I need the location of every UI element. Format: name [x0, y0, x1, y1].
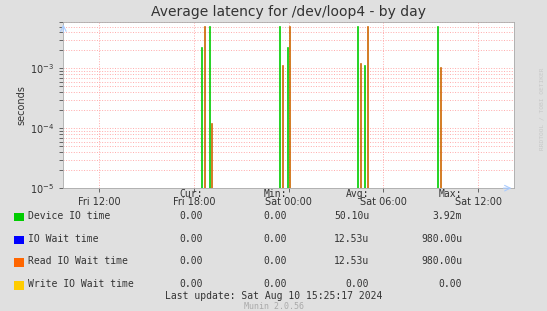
- Text: Write IO Wait time: Write IO Wait time: [28, 279, 134, 289]
- Text: Max:: Max:: [439, 189, 462, 199]
- Text: 0.00: 0.00: [179, 234, 202, 244]
- Text: 0.00: 0.00: [179, 279, 202, 289]
- Text: 0.00: 0.00: [264, 256, 287, 266]
- Text: 0.00: 0.00: [179, 211, 202, 221]
- Text: 12.53u: 12.53u: [334, 256, 369, 266]
- Text: 0.00: 0.00: [346, 279, 369, 289]
- Text: Last update: Sat Aug 10 15:25:17 2024: Last update: Sat Aug 10 15:25:17 2024: [165, 290, 382, 300]
- Text: 50.10u: 50.10u: [334, 211, 369, 221]
- Text: 3.92m: 3.92m: [433, 211, 462, 221]
- Text: 980.00u: 980.00u: [421, 234, 462, 244]
- Text: Munin 2.0.56: Munin 2.0.56: [243, 302, 304, 311]
- Text: Min:: Min:: [264, 189, 287, 199]
- Text: Read IO Wait time: Read IO Wait time: [28, 256, 129, 266]
- Text: Cur:: Cur:: [179, 189, 202, 199]
- Text: 0.00: 0.00: [264, 279, 287, 289]
- Text: 12.53u: 12.53u: [334, 234, 369, 244]
- Text: RRDTOOL / TOBI OETIKER: RRDTOOL / TOBI OETIKER: [539, 67, 544, 150]
- Text: 980.00u: 980.00u: [421, 256, 462, 266]
- Text: IO Wait time: IO Wait time: [28, 234, 99, 244]
- Text: 0.00: 0.00: [264, 211, 287, 221]
- Title: Average latency for /dev/loop4 - by day: Average latency for /dev/loop4 - by day: [151, 5, 426, 19]
- Text: 0.00: 0.00: [439, 279, 462, 289]
- Y-axis label: seconds: seconds: [17, 85, 27, 125]
- Text: 0.00: 0.00: [179, 256, 202, 266]
- Text: Device IO time: Device IO time: [28, 211, 110, 221]
- Text: Avg:: Avg:: [346, 189, 369, 199]
- Text: 0.00: 0.00: [264, 234, 287, 244]
